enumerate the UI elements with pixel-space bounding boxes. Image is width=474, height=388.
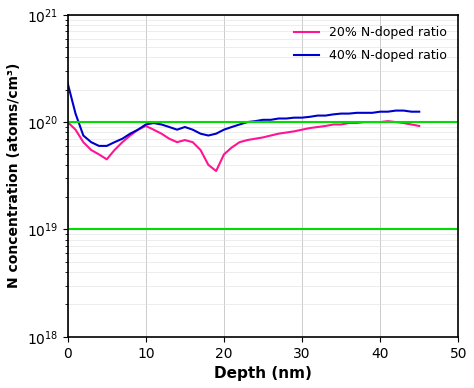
40% N-doped ratio — [409, 109, 414, 114]
20% N-doped ratio — [198, 147, 203, 152]
20% N-doped ratio — [88, 147, 94, 152]
40% N-doped ratio — [268, 118, 273, 122]
20% N-doped ratio — [73, 127, 78, 132]
40% N-doped ratio — [237, 122, 242, 127]
20% N-doped ratio — [276, 132, 282, 136]
40% N-doped ratio — [119, 137, 125, 141]
40% N-doped ratio — [276, 116, 282, 121]
40% N-doped ratio — [229, 125, 235, 129]
20% N-doped ratio — [135, 127, 141, 132]
40% N-doped ratio — [143, 122, 149, 127]
20% N-doped ratio — [182, 138, 188, 142]
20% N-doped ratio — [190, 140, 196, 144]
20% N-doped ratio — [416, 124, 422, 128]
40% N-doped ratio — [65, 81, 71, 86]
40% N-doped ratio — [416, 109, 422, 114]
20% N-doped ratio — [174, 140, 180, 144]
40% N-doped ratio — [81, 133, 86, 138]
40% N-doped ratio — [112, 140, 118, 144]
20% N-doped ratio — [252, 137, 258, 141]
20% N-doped ratio — [346, 121, 352, 125]
40% N-doped ratio — [362, 111, 367, 115]
20% N-doped ratio — [354, 121, 360, 125]
40% N-doped ratio — [307, 114, 313, 119]
40% N-doped ratio — [354, 111, 360, 115]
40% N-doped ratio — [96, 144, 102, 148]
40% N-doped ratio — [385, 109, 391, 114]
40% N-doped ratio — [159, 122, 164, 127]
20% N-doped ratio — [393, 120, 399, 125]
20% N-doped ratio — [377, 120, 383, 125]
20% N-doped ratio — [143, 124, 149, 128]
40% N-doped ratio — [260, 118, 266, 122]
40% N-doped ratio — [292, 115, 297, 120]
40% N-doped ratio — [338, 111, 344, 116]
20% N-doped ratio — [409, 122, 414, 127]
20% N-doped ratio — [65, 120, 71, 125]
20% N-doped ratio — [260, 135, 266, 140]
40% N-doped ratio — [151, 121, 156, 125]
20% N-doped ratio — [323, 124, 328, 128]
40% N-doped ratio — [174, 127, 180, 132]
40% N-doped ratio — [315, 113, 320, 118]
40% N-doped ratio — [213, 132, 219, 136]
20% N-doped ratio — [128, 133, 133, 138]
20% N-doped ratio — [401, 121, 407, 125]
20% N-doped ratio — [205, 163, 211, 167]
20% N-doped ratio — [338, 122, 344, 127]
40% N-doped ratio — [190, 127, 196, 132]
40% N-doped ratio — [346, 111, 352, 116]
20% N-doped ratio — [268, 133, 273, 138]
40% N-doped ratio — [299, 115, 305, 120]
20% N-doped ratio — [245, 138, 250, 142]
40% N-doped ratio — [205, 133, 211, 138]
40% N-doped ratio — [88, 140, 94, 144]
40% N-doped ratio — [73, 111, 78, 116]
20% N-doped ratio — [151, 127, 156, 132]
20% N-doped ratio — [229, 145, 235, 150]
40% N-doped ratio — [104, 144, 109, 148]
Line: 20% N-doped ratio: 20% N-doped ratio — [68, 121, 419, 171]
40% N-doped ratio — [283, 116, 289, 121]
Legend: 20% N-doped ratio, 40% N-doped ratio: 20% N-doped ratio, 40% N-doped ratio — [289, 21, 452, 67]
40% N-doped ratio — [330, 112, 336, 117]
20% N-doped ratio — [283, 130, 289, 135]
Y-axis label: N concentration (atoms/cm³): N concentration (atoms/cm³) — [7, 63, 21, 288]
20% N-doped ratio — [112, 147, 118, 152]
40% N-doped ratio — [370, 111, 375, 115]
40% N-doped ratio — [401, 108, 407, 113]
40% N-doped ratio — [182, 125, 188, 129]
40% N-doped ratio — [393, 108, 399, 113]
20% N-doped ratio — [299, 127, 305, 132]
40% N-doped ratio — [221, 127, 227, 132]
40% N-doped ratio — [198, 132, 203, 136]
20% N-doped ratio — [221, 152, 227, 157]
X-axis label: Depth (nm): Depth (nm) — [214, 366, 312, 381]
40% N-doped ratio — [323, 113, 328, 118]
20% N-doped ratio — [159, 132, 164, 136]
40% N-doped ratio — [128, 132, 133, 136]
40% N-doped ratio — [252, 119, 258, 123]
20% N-doped ratio — [330, 122, 336, 127]
20% N-doped ratio — [81, 140, 86, 144]
20% N-doped ratio — [307, 126, 313, 130]
40% N-doped ratio — [166, 125, 172, 129]
20% N-doped ratio — [119, 140, 125, 144]
20% N-doped ratio — [104, 157, 109, 162]
20% N-doped ratio — [362, 120, 367, 125]
Line: 40% N-doped ratio: 40% N-doped ratio — [68, 83, 419, 146]
20% N-doped ratio — [237, 140, 242, 144]
40% N-doped ratio — [377, 109, 383, 114]
20% N-doped ratio — [292, 129, 297, 134]
20% N-doped ratio — [213, 169, 219, 173]
20% N-doped ratio — [370, 120, 375, 125]
20% N-doped ratio — [166, 137, 172, 141]
20% N-doped ratio — [96, 152, 102, 157]
40% N-doped ratio — [135, 127, 141, 132]
20% N-doped ratio — [385, 119, 391, 123]
40% N-doped ratio — [245, 120, 250, 125]
20% N-doped ratio — [315, 125, 320, 129]
